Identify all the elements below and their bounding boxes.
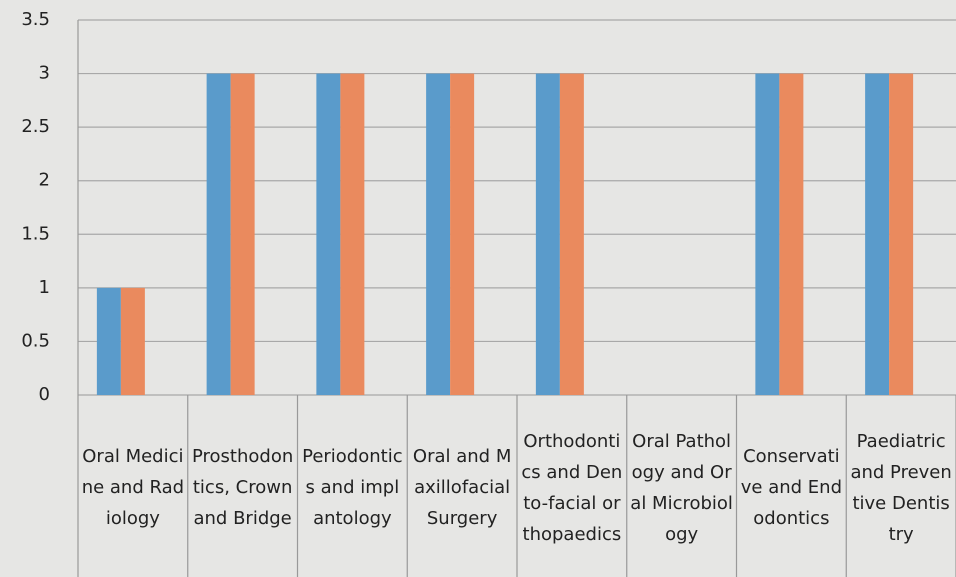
y-tick-label: 2 — [39, 170, 50, 191]
x-tick-label: Orthodontics and Dento-facial orthopaedi… — [521, 430, 623, 545]
bar — [865, 73, 890, 396]
bar — [316, 73, 341, 396]
bar — [535, 73, 560, 396]
y-tick-label: 3.5 — [21, 9, 50, 30]
y-tick-label: 0.5 — [21, 330, 50, 351]
bar — [120, 287, 145, 395]
x-tick-label: Prosthodontics, Crown and Bridge — [191, 446, 294, 529]
x-tick-label: Oral Pathology and Oral Microbiology — [630, 430, 733, 545]
y-tick-label: 3 — [39, 63, 50, 84]
bar — [889, 73, 914, 396]
bar — [755, 73, 780, 396]
x-tick-label: Conservative and Endodontics — [740, 446, 842, 529]
x-tick-label: Paediatric and Preventive Dentistry — [850, 430, 952, 545]
bar — [426, 73, 451, 396]
bar — [779, 73, 804, 396]
y-tick-label: 2.5 — [21, 116, 50, 137]
y-tick-label: 1.5 — [21, 223, 50, 244]
bar — [230, 73, 255, 396]
y-tick-label: 0 — [39, 384, 50, 405]
bar — [450, 73, 475, 396]
bar — [96, 287, 121, 395]
bar — [206, 73, 231, 396]
bar — [340, 73, 365, 396]
y-tick-label: 1 — [39, 277, 50, 298]
bar — [559, 73, 584, 396]
x-tick-label: Periodontics and implantology — [302, 446, 403, 529]
x-tick-label: Oral and Maxillofacial Surgery — [412, 446, 512, 529]
x-tick-label: Oral Medicine and Radiology — [81, 446, 185, 529]
